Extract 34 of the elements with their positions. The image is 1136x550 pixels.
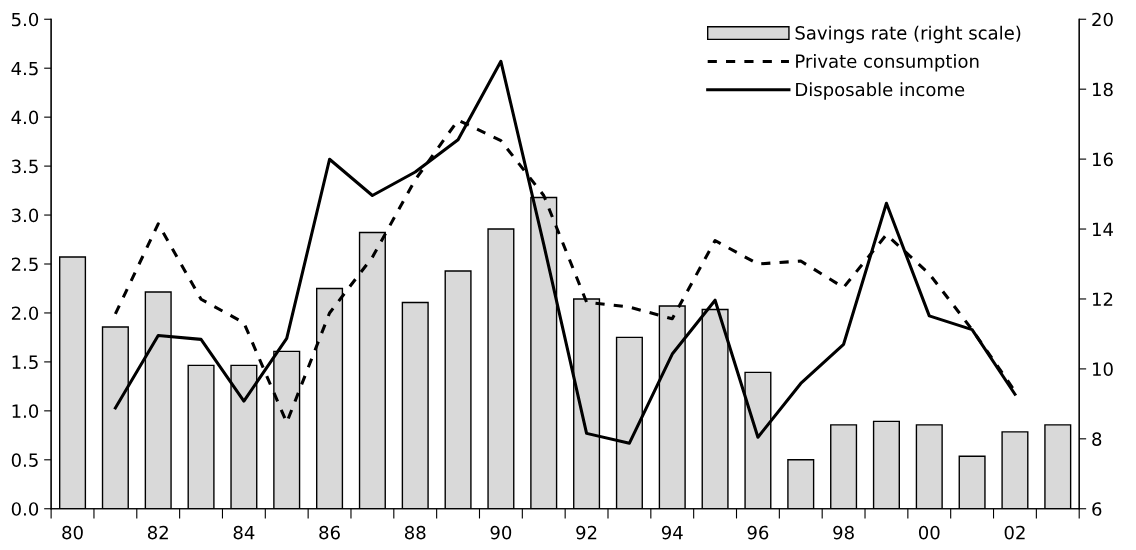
y2-tick-label: 12 bbox=[1092, 292, 1113, 306]
y2-tick-label: 6 bbox=[1092, 502, 1102, 516]
x-tick-label: 96 bbox=[747, 525, 769, 540]
y-tick-label: 5.0 bbox=[11, 12, 39, 27]
y-tick-label: 1.0 bbox=[12, 404, 39, 418]
x-tick-label: 92 bbox=[576, 525, 597, 540]
y2-tick-label: 10 bbox=[1092, 362, 1113, 377]
y-tick-label: 2.0 bbox=[11, 306, 39, 321]
legend-label: Disposable income bbox=[796, 82, 965, 100]
x-tick-label: 98 bbox=[833, 525, 854, 540]
y-tick-label: 3.0 bbox=[11, 208, 39, 223]
x-tick-label: 00 bbox=[918, 525, 940, 540]
x-tick-label: 90 bbox=[490, 525, 512, 540]
y-tick-label: 2.5 bbox=[11, 257, 38, 272]
x-tick-label: 80 bbox=[62, 525, 83, 540]
y-tick-label: 0.0 bbox=[11, 502, 39, 516]
y2-tick-label: 14 bbox=[1092, 222, 1113, 236]
x-tick-label: 82 bbox=[147, 525, 168, 540]
y-tick-label: 4.0 bbox=[11, 110, 39, 125]
y-tick-label: 4.5 bbox=[11, 61, 38, 76]
x-tick-label: 84 bbox=[233, 525, 255, 540]
y2-tick-label: 16 bbox=[1092, 152, 1113, 167]
y-tick-label: 1.5 bbox=[12, 355, 38, 370]
y2-tick-label: 18 bbox=[1092, 82, 1113, 97]
y2-tick-label: 20 bbox=[1092, 12, 1113, 27]
legend-label: Private consumption bbox=[796, 54, 979, 72]
x-tick-label: 02 bbox=[1004, 525, 1025, 540]
x-tick-label: 86 bbox=[319, 525, 340, 540]
y-tick-label: 0.5 bbox=[11, 453, 38, 467]
y-tick-label: 3.5 bbox=[11, 159, 38, 174]
legend-label: Savings rate (right scale) bbox=[795, 25, 1021, 44]
x-tick-label: 88 bbox=[404, 525, 426, 540]
x-tick-label: 94 bbox=[661, 525, 683, 540]
y2-tick-label: 8 bbox=[1092, 432, 1102, 446]
